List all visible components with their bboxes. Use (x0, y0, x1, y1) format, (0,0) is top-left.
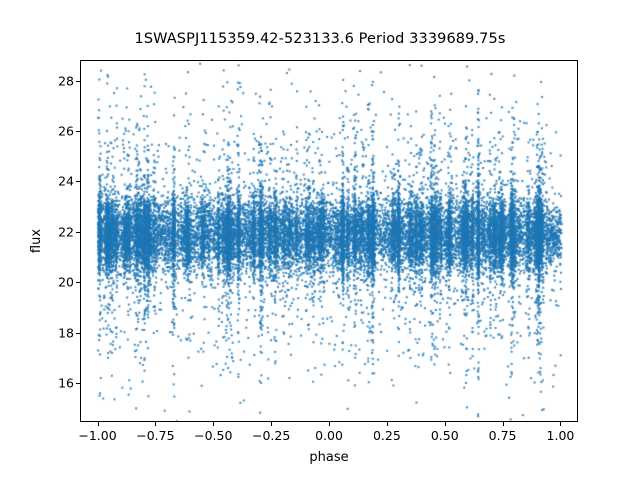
x-tick-label: 0.75 (488, 428, 517, 443)
x-tick-mark (386, 422, 388, 426)
y-tick-label: 28 (58, 73, 74, 89)
x-tick-mark (213, 422, 215, 426)
x-tick-mark (502, 422, 504, 426)
x-tick-label: −0.50 (194, 428, 233, 443)
y-tick-mark (76, 80, 80, 82)
x-tick-label: −0.25 (251, 428, 291, 443)
y-tick-mark (76, 231, 80, 233)
y-tick-label: 24 (58, 173, 74, 189)
page-title: 1SWASPJ115359.42-523133.6 Period 3339689… (134, 31, 506, 47)
x-tick-label: 1.00 (546, 428, 575, 443)
x-tick-mark (560, 422, 562, 426)
plot-axes-area (80, 60, 578, 422)
x-tick-mark (271, 422, 273, 426)
x-tick-mark (444, 422, 446, 426)
y-tick-label: 22 (58, 224, 74, 240)
y-tick-label: 18 (58, 325, 74, 341)
x-tick-label: −1.00 (78, 428, 117, 443)
x-tick-mark (329, 422, 330, 426)
y-tick-label: 16 (58, 375, 74, 391)
x-tick-mark (97, 422, 99, 426)
y-tick-mark (76, 382, 80, 384)
x-tick-label: 0.00 (315, 428, 343, 443)
scatter-plot-canvas (81, 61, 577, 421)
y-tick-label: 20 (58, 274, 74, 290)
y-axis-label: flux (29, 228, 44, 254)
x-axis-label: phase (309, 450, 349, 465)
y-tick-label: 26 (58, 123, 74, 139)
y-tick-mark (76, 181, 80, 183)
x-tick-label: 0.25 (372, 428, 401, 443)
x-tick-mark (155, 422, 157, 426)
y-tick-mark (76, 282, 80, 284)
y-tick-mark (76, 332, 80, 334)
x-tick-label: −0.75 (136, 428, 175, 443)
x-tick-label: 0.50 (430, 428, 459, 443)
y-tick-mark (76, 131, 80, 133)
